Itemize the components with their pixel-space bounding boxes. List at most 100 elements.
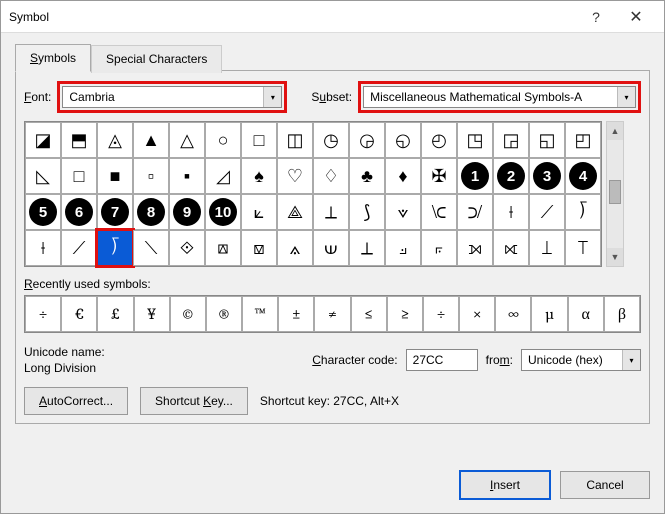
symbol-cell[interactable]: ⟋	[529, 194, 565, 230]
symbol-cell[interactable]: ⟋	[61, 230, 97, 266]
symbol-cell[interactable]: ⟇	[385, 194, 421, 230]
cancel-button[interactable]: Cancel	[560, 471, 650, 499]
symbol-cell[interactable]: □	[61, 158, 97, 194]
symbol-cell[interactable]: ◷	[313, 122, 349, 158]
tab-symbols[interactable]: Symbols	[15, 44, 91, 72]
symbol-cell[interactable]: 9	[169, 194, 205, 230]
symbol-cell[interactable]: ⟙	[565, 230, 601, 266]
recent-symbol-cell[interactable]: ±	[278, 296, 314, 332]
symbol-cell[interactable]: ⟏	[241, 230, 277, 266]
autocorrect-button[interactable]: AutoCorrect...	[24, 387, 128, 415]
symbol-cell[interactable]: ⟌	[97, 230, 133, 266]
recent-symbol-cell[interactable]: ≤	[351, 296, 387, 332]
symbol-cell[interactable]: 2	[493, 158, 529, 194]
char-code-label: Character code:	[312, 353, 397, 367]
symbol-cell[interactable]: ◪	[25, 122, 61, 158]
symbol-cell[interactable]: ◱	[529, 122, 565, 158]
insert-button[interactable]: Insert	[460, 471, 550, 499]
symbol-cell[interactable]: ⟉	[457, 194, 493, 230]
recent-symbol-cell[interactable]: ¥	[134, 296, 170, 332]
symbol-cell[interactable]: ◿	[205, 158, 241, 194]
symbol-cell[interactable]: ▲	[133, 122, 169, 158]
symbol-cell[interactable]: ⟀	[241, 194, 277, 230]
scroll-up-icon[interactable]: ▲	[607, 122, 623, 140]
font-dropdown[interactable]: Cambria ▾	[62, 86, 282, 108]
symbol-cell[interactable]: 5	[25, 194, 61, 230]
symbol-cell[interactable]: ✠	[421, 158, 457, 194]
symbol-cell[interactable]: ◵	[385, 122, 421, 158]
symbol-cell[interactable]: ◲	[493, 122, 529, 158]
symbol-cell[interactable]: ⟘	[529, 230, 565, 266]
window-title: Symbol	[9, 10, 576, 24]
recent-symbol-cell[interactable]: ×	[459, 296, 495, 332]
shortcut-key-button[interactable]: Shortcut Key...	[140, 387, 248, 415]
recent-symbol-cell[interactable]: ∞	[495, 296, 531, 332]
symbol-cell[interactable]: ⟁	[277, 194, 313, 230]
symbol-cell[interactable]: ⟓	[385, 230, 421, 266]
symbol-cell[interactable]: 1	[457, 158, 493, 194]
scrollbar[interactable]: ▲ ▼	[606, 121, 624, 267]
symbol-cell[interactable]: ⬒	[61, 122, 97, 158]
recent-symbol-cell[interactable]: ÷	[25, 296, 61, 332]
tab-special-characters[interactable]: Special Characters	[91, 45, 222, 73]
symbol-cell[interactable]: ○	[205, 122, 241, 158]
symbol-cell[interactable]: △	[169, 122, 205, 158]
scroll-thumb[interactable]	[609, 180, 621, 204]
symbol-cell[interactable]: ◺	[25, 158, 61, 194]
symbol-cell[interactable]: 7	[97, 194, 133, 230]
symbol-cell[interactable]: ⟒	[313, 230, 349, 266]
symbol-cell[interactable]: 6	[61, 194, 97, 230]
symbol-cell[interactable]: ■	[97, 158, 133, 194]
recent-symbol-cell[interactable]: ©	[170, 296, 206, 332]
symbol-cell[interactable]: ⟎	[205, 230, 241, 266]
symbol-cell[interactable]: ⟖	[493, 230, 529, 266]
symbol-cell[interactable]: ◰	[565, 122, 601, 158]
from-dropdown[interactable]: Unicode (hex) ▾	[521, 349, 641, 371]
symbol-cell[interactable]: ⟊	[493, 194, 529, 230]
subset-dropdown[interactable]: Miscellaneous Mathematical Symbols-A ▾	[363, 86, 636, 108]
symbol-cell[interactable]: ◬	[97, 122, 133, 158]
symbol-cell[interactable]: ⟈	[421, 194, 457, 230]
symbol-cell[interactable]: ♠	[241, 158, 277, 194]
symbol-cell[interactable]: 8	[133, 194, 169, 230]
symbol-cell[interactable]: 10	[205, 194, 241, 230]
scroll-down-icon[interactable]: ▼	[607, 248, 623, 266]
symbol-cell[interactable]: ◴	[421, 122, 457, 158]
symbol-cell[interactable]: ⟕	[457, 230, 493, 266]
symbol-cell[interactable]: ♦	[385, 158, 421, 194]
symbol-cell[interactable]: ◶	[349, 122, 385, 158]
symbol-cell[interactable]: ⟑	[277, 230, 313, 266]
symbol-cell[interactable]: ♣	[349, 158, 385, 194]
symbol-cell[interactable]: ⟆	[349, 194, 385, 230]
recent-symbol-cell[interactable]: £	[97, 296, 133, 332]
titlebar: Symbol ? ✕	[1, 1, 664, 33]
symbol-cell[interactable]: ◫	[277, 122, 313, 158]
recent-symbol-cell[interactable]: €	[61, 296, 97, 332]
symbol-cell[interactable]: ◳	[457, 122, 493, 158]
symbol-cell[interactable]: ⟐	[169, 230, 205, 266]
help-icon[interactable]: ?	[576, 2, 616, 32]
recent-symbol-cell[interactable]: ≥	[387, 296, 423, 332]
close-icon[interactable]: ✕	[616, 2, 656, 32]
recent-symbol-cell[interactable]: ÷	[423, 296, 459, 332]
symbol-cell[interactable]: ▫	[133, 158, 169, 194]
symbol-cell[interactable]: □	[241, 122, 277, 158]
recent-symbol-cell[interactable]: µ	[531, 296, 567, 332]
symbol-cell[interactable]: ♢	[313, 158, 349, 194]
symbol-cell[interactable]: ▪	[169, 158, 205, 194]
symbol-cell[interactable]: ⟂	[313, 194, 349, 230]
symbol-cell[interactable]: ⟔	[421, 230, 457, 266]
symbol-cell[interactable]: ♡	[277, 158, 313, 194]
symbol-cell[interactable]: 4	[565, 158, 601, 194]
recent-symbol-cell[interactable]: ™	[242, 296, 278, 332]
char-code-input[interactable]	[406, 349, 478, 371]
recent-symbol-cell[interactable]: ≠	[314, 296, 350, 332]
recent-symbol-cell[interactable]: ®	[206, 296, 242, 332]
symbol-cell[interactable]: ⟂	[349, 230, 385, 266]
symbol-cell[interactable]: 3	[529, 158, 565, 194]
recent-symbol-cell[interactable]: β	[604, 296, 640, 332]
recent-symbol-cell[interactable]: α	[568, 296, 604, 332]
symbol-cell[interactable]: ⟊	[25, 230, 61, 266]
symbol-cell[interactable]: ⟍	[133, 230, 169, 266]
symbol-cell[interactable]: ⟌	[565, 194, 601, 230]
